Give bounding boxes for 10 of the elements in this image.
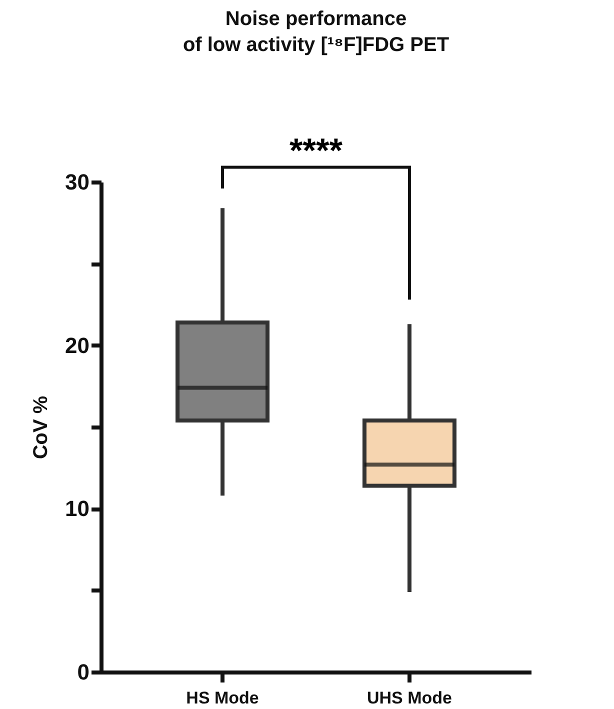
y-tick-label: 30 bbox=[65, 170, 90, 194]
text: Noise performance bbox=[225, 8, 407, 30]
x-tick-label: UHS Mode bbox=[366, 688, 452, 708]
y-tick-label: 20 bbox=[65, 332, 90, 358]
x-tick-label: HS Mode bbox=[186, 688, 259, 708]
y-axis-title: CoV % bbox=[30, 396, 52, 460]
y-tick-label: 0 bbox=[77, 660, 90, 684]
y-tick-label: 10 bbox=[65, 496, 90, 522]
text: of low activity [¹⁸F]FDG PET bbox=[182, 34, 450, 56]
text: **** bbox=[290, 132, 344, 170]
